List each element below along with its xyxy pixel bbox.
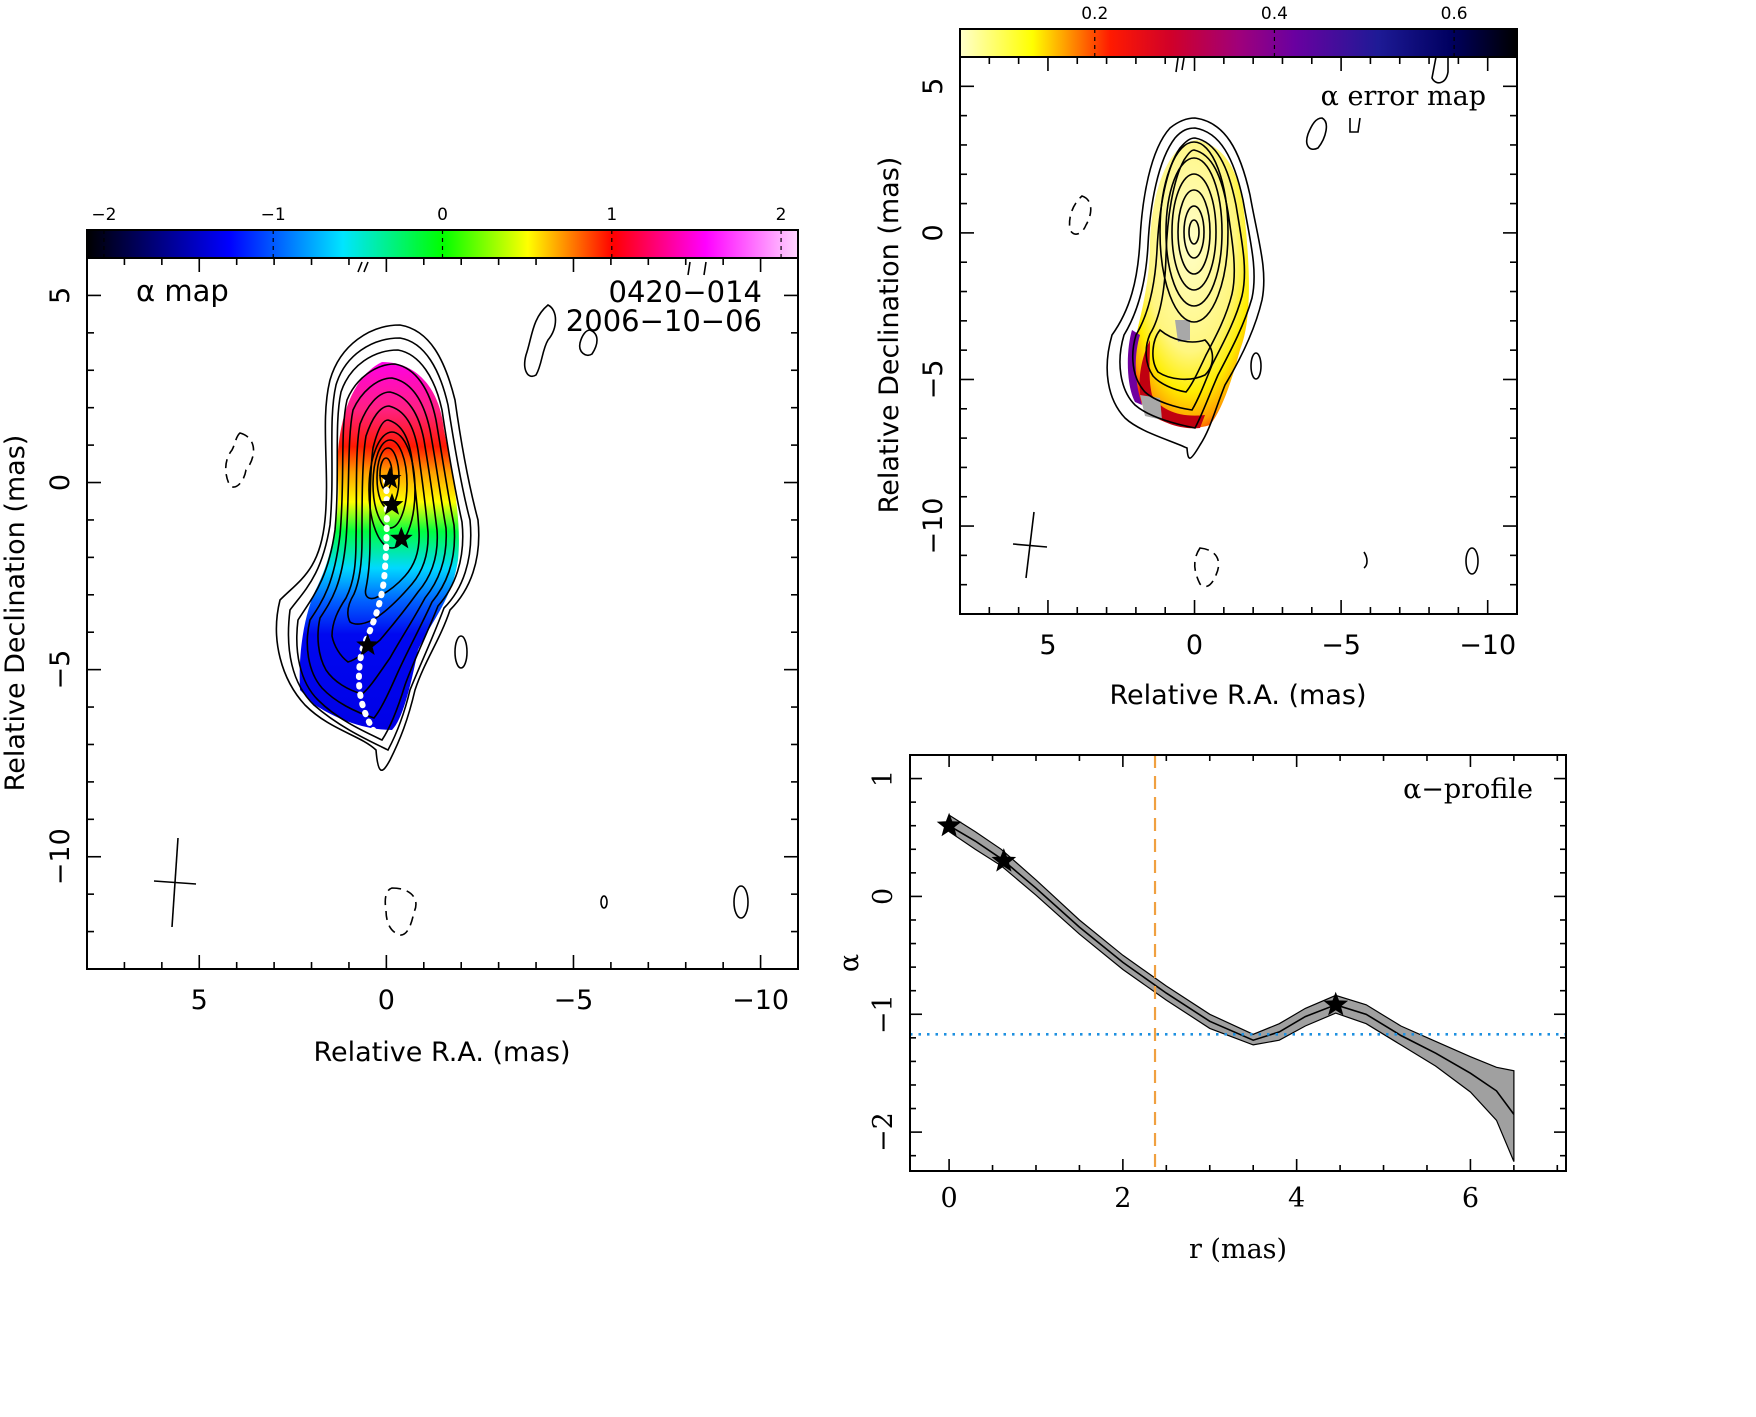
x-tick-label: −5 [1321, 630, 1361, 661]
y-tick-label: 5 [45, 287, 76, 304]
colorbar-tick-label: −2 [91, 205, 116, 225]
alpha-contour-6 [331, 391, 439, 663]
alpha-edge-contour-2 [687, 261, 707, 276]
ridge-star [378, 466, 402, 489]
alpha-beam [153, 837, 197, 928]
alpha-x-axis-label: Relative R.A. (mas) [314, 1037, 571, 1068]
alpha-y-axis-label: Relative Declination (mas) [0, 435, 31, 792]
alpha-island-contour-3 [454, 635, 468, 669]
alpha-colorbar [86, 229, 799, 259]
colorbar-tick-label: 0.4 [1261, 4, 1288, 24]
alpha-contour-10 [372, 439, 408, 529]
alpha-island-contour-2 [578, 329, 598, 357]
profile-y-tick-label: 0 [868, 888, 899, 905]
alpha-island-contour-4 [733, 885, 749, 919]
error-x-axis-label: Relative R.A. (mas) [1110, 680, 1367, 711]
alpha-contour-7 [347, 405, 429, 625]
error-colorbar-ticks: 0.2 0.4 0.6 [1081, 4, 1468, 57]
alpha-negative-contour-1 [224, 432, 255, 488]
profile-x-tick-label: 0 [941, 1183, 958, 1214]
x-tick-label: −10 [1459, 630, 1516, 661]
profile-star [991, 848, 1017, 872]
error-axis-ticks: 5 0 −5 −10 5 0 −5 −10 [918, 56, 1518, 661]
ridge-star [389, 526, 413, 549]
y-tick-label: 0 [45, 474, 76, 491]
alpha-negative-contour-2 [384, 887, 417, 936]
alpha-colorbar-ticks: −2 −1 0 1 2 [91, 205, 786, 258]
alpha-contour-9 [368, 431, 416, 549]
profile-y-tick-label: −1 [868, 994, 899, 1034]
colorbar-tick-label: 2 [776, 205, 787, 225]
error-y-axis-label: Relative Declination (mas) [874, 157, 905, 514]
ridge-star [356, 633, 380, 655]
profile-axis-ticks: 0 2 4 6 1 0 −1 −2 [868, 754, 1566, 1214]
error-colorbar [959, 28, 1518, 58]
y-tick-label: 5 [918, 78, 949, 95]
profile-plot-area [910, 755, 1566, 1171]
profile-y-axis-label: α [834, 954, 865, 972]
profile-plot-frame [909, 754, 1567, 1172]
error-map-label: α error map [1321, 81, 1486, 112]
error-map-panel: 0.2 0.4 0.6 [874, 4, 1518, 711]
colorbar-tick-label: 0.6 [1441, 4, 1468, 24]
profile-x-tick-label: 6 [1462, 1183, 1479, 1214]
error-map-contours [1068, 56, 1479, 588]
alpha-contour-4 [306, 363, 456, 719]
profile-x-tick-label: 2 [1114, 1183, 1131, 1214]
profile-line [948, 825, 1515, 1115]
colorbar-tick-label: 1 [606, 205, 617, 225]
observation-date: 2006−10−06 [566, 304, 762, 338]
profile-error-band [948, 814, 1515, 1162]
alpha-contour-3 [296, 349, 464, 742]
colorbar-tick-label: −1 [261, 205, 286, 225]
source-name: 0420−014 [609, 275, 762, 309]
profile-title: α−profile [1403, 774, 1533, 805]
x-tick-label: 5 [191, 985, 208, 1016]
profile-star [936, 812, 962, 837]
alpha-plot-frame [86, 257, 799, 970]
alpha-island-contour-5 [600, 895, 608, 909]
colorbar-tick-label: 0 [437, 205, 448, 225]
y-tick-label: −10 [918, 498, 949, 555]
error-plot-frame [959, 56, 1518, 615]
error-map-grey-patch [1140, 395, 1162, 420]
error-map-grey-patch-2 [1175, 320, 1190, 342]
alpha-ridge-stars [356, 466, 413, 655]
profile-star [1323, 991, 1349, 1016]
profile-x-tick-label: 4 [1288, 1183, 1305, 1214]
profile-x-axis-label: r (mas) [1189, 1234, 1287, 1265]
profile-y-tick-label: −2 [868, 1112, 899, 1152]
error-beam [1012, 511, 1048, 579]
y-tick-label: −5 [918, 360, 949, 400]
x-tick-label: 5 [1039, 630, 1056, 661]
x-tick-label: −10 [732, 985, 789, 1016]
y-tick-label: 0 [918, 224, 949, 241]
colorbar-tick-label: 0.2 [1081, 4, 1108, 24]
alpha-map-label: α map [136, 274, 229, 308]
alpha-island-contour-1 [523, 304, 557, 377]
alpha-profile-panel: 0 2 4 6 1 0 −1 −2 α−profile r (mas) α [834, 754, 1567, 1265]
alpha-axis-ticks: 5 0 −5 −10 5 0 −5 −10 [45, 257, 799, 1016]
alpha-contour-outer [275, 324, 480, 771]
alpha-map-panel: −2 −1 0 1 2 [0, 205, 799, 1068]
x-tick-label: 0 [1186, 630, 1203, 661]
alpha-ridge-dots [355, 477, 390, 736]
alpha-edge-contour-1 [357, 261, 369, 273]
y-tick-label: −10 [45, 828, 76, 885]
alpha-ridge-line [355, 477, 390, 736]
error-map-purple-edge [1127, 330, 1142, 405]
alpha-map-contours [224, 261, 749, 936]
x-tick-label: 0 [378, 985, 395, 1016]
x-tick-label: −5 [554, 985, 594, 1016]
ridge-star [380, 493, 404, 515]
alpha-contour-2 [287, 337, 472, 752]
profile-y-tick-label: 1 [868, 770, 899, 787]
y-tick-label: −5 [45, 650, 76, 690]
